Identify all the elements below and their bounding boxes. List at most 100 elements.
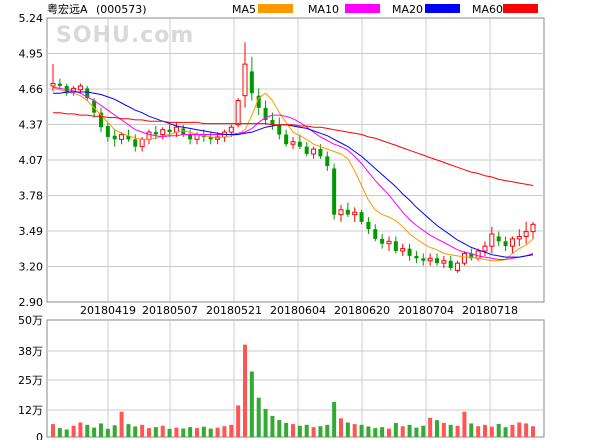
volume-bar — [318, 426, 323, 437]
date-x-ticks: 20180419 20180507 20180521 20180604 20180620… — [80, 304, 518, 317]
candle-down — [167, 129, 172, 133]
candle-down — [112, 135, 117, 140]
volume-bar — [201, 426, 206, 437]
volume-bar — [236, 405, 241, 437]
candle-down — [188, 134, 193, 140]
legend-label-ma60: MA60 — [472, 3, 503, 16]
candle-down — [126, 135, 131, 140]
candle-down — [373, 229, 378, 239]
volume-bar — [119, 411, 124, 437]
candle-down — [263, 107, 268, 120]
stock-code: (000573) — [96, 3, 147, 16]
date-tick-label: 20180419 — [80, 304, 136, 317]
volume-bar — [208, 428, 213, 437]
candle-down — [133, 139, 138, 147]
candle-up — [461, 252, 467, 264]
candle-up — [228, 126, 234, 133]
candle-down — [503, 241, 508, 247]
ma-lines — [52, 86, 534, 262]
date-tick-label: 20180521 — [206, 304, 262, 317]
legend-label-ma5: MA5 — [232, 3, 256, 16]
legend-swatch-ma60 — [503, 4, 538, 13]
date-tick-label: 20180620 — [334, 304, 390, 317]
watermark: SOHU.com — [56, 23, 194, 48]
volume-grid — [47, 320, 544, 437]
volume-bar — [407, 424, 412, 437]
ma-line-ma5 — [52, 87, 534, 262]
candle-down — [366, 221, 371, 230]
volume-bar — [345, 422, 350, 437]
volume-bar — [147, 428, 151, 437]
volume-bar — [78, 422, 83, 437]
candle-down — [92, 100, 97, 113]
volume-bar — [160, 425, 165, 437]
price-y-tick-label: 4.66 — [19, 83, 44, 96]
volume-y-tick-label: 0 — [36, 431, 43, 440]
volume-bar — [167, 428, 172, 437]
candle-up — [516, 235, 522, 240]
volume-bar — [229, 424, 234, 437]
candle-up — [530, 223, 536, 233]
volume-y-tick-label: 12万 — [18, 404, 43, 417]
price-y-tick-label: 3.20 — [19, 261, 44, 274]
volume-bar — [469, 423, 474, 437]
candle-up — [311, 148, 317, 155]
volume-bar — [222, 426, 227, 437]
candle-down — [414, 255, 419, 259]
price-y-tick-label: 3.49 — [19, 225, 44, 238]
legend-swatch-ma5 — [258, 4, 293, 13]
candle-down — [99, 112, 103, 128]
candle-up — [523, 231, 529, 237]
candle-up — [77, 85, 83, 91]
candle-down — [153, 132, 158, 135]
candle-down — [318, 149, 323, 157]
volume-y-tick-label: 38万 — [18, 345, 43, 358]
volume-bar — [140, 424, 145, 437]
price-y-tick-label: 5.24 — [19, 12, 44, 25]
volume-panel: 50万 38万 25万 12万 0 — [18, 314, 545, 440]
date-tick-label: 20180718 — [462, 304, 518, 317]
volume-bar — [441, 422, 446, 437]
volume-bar — [476, 426, 481, 437]
volume-bar — [126, 424, 131, 437]
candle-up — [338, 209, 344, 216]
volume-y-tick-label: 25万 — [18, 374, 43, 387]
ma-line-ma10 — [52, 86, 534, 260]
volume-bar — [352, 424, 357, 437]
candle-up — [509, 238, 515, 247]
volume-bar — [133, 426, 138, 437]
volume-bar — [414, 427, 419, 437]
stock-name: 粤宏远A — [47, 2, 88, 16]
candle-up — [235, 100, 241, 126]
date-tick-label: 20180507 — [142, 304, 198, 317]
candle-down — [393, 241, 398, 252]
volume-bar — [181, 428, 186, 437]
volume-bar — [51, 424, 55, 437]
volume-bar — [153, 427, 158, 437]
legend: MA5 MA10 MA20 MA60 — [232, 3, 538, 16]
candle-down — [208, 136, 213, 140]
price-panel: SOHU.com 5.24 4.95 4.66 4.37 4.07 3.78 3.49 3.2… — [19, 12, 545, 317]
candle-up — [119, 134, 125, 140]
candle-up — [386, 240, 392, 245]
price-y-tick-label: 4.07 — [19, 154, 44, 167]
price-grid — [47, 18, 544, 302]
candle-up — [489, 233, 495, 247]
volume-bar — [455, 425, 460, 437]
legend-swatch-ma20 — [425, 4, 460, 13]
volume-bar — [297, 425, 302, 437]
candle-up — [427, 257, 433, 262]
legend-swatch-ma10 — [345, 4, 380, 13]
volume-bar — [421, 425, 426, 437]
volume-bar — [92, 427, 97, 437]
legend-label-ma10: MA10 — [308, 3, 339, 16]
volume-bar — [448, 424, 453, 437]
volume-bar — [359, 424, 364, 437]
candle-up — [242, 63, 248, 97]
candle-up — [455, 262, 461, 271]
candle-down — [448, 260, 453, 269]
date-tick-label: 20180704 — [398, 304, 454, 317]
candle-down — [304, 146, 309, 154]
volume-bar — [435, 420, 439, 437]
